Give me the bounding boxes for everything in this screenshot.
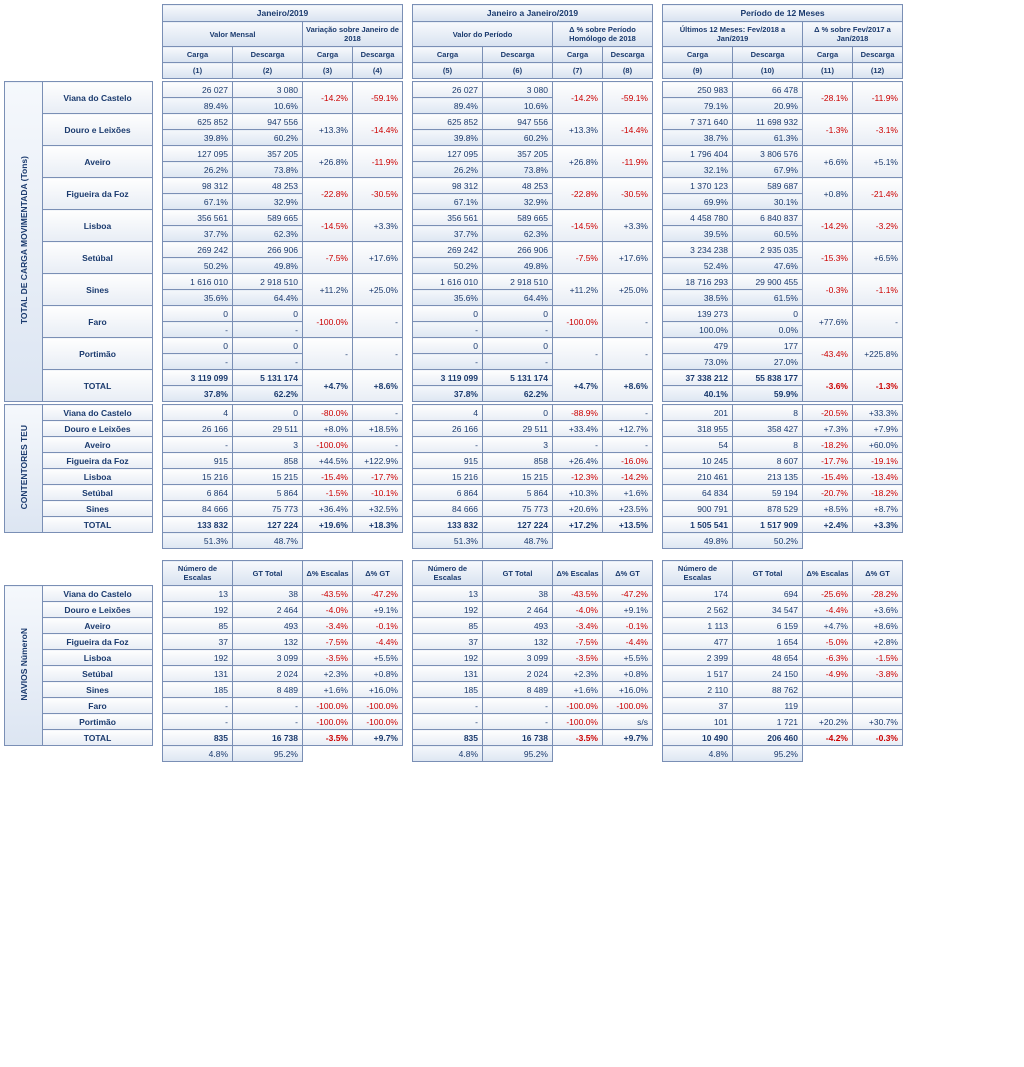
header-row-3: CargaDescargaCargaDescargaCargaDescargaC… xyxy=(5,47,903,63)
teu-row-3: Figueira da Foz915858+44.5%+122.9%915858… xyxy=(5,453,903,469)
teu-row-7: TOTAL133 832127 224+19.6%+18.3%133 83212… xyxy=(5,517,903,533)
port-label: Douro e Leixões xyxy=(43,114,153,146)
cargo-row-6: Sines1 616 0102 918 510+11.2%+25.0%1 616… xyxy=(5,274,903,290)
port-label: Setúbal xyxy=(43,666,153,682)
navios-row-0: NAVIOS NúmeroNViana do Castelo1338-43.5%… xyxy=(5,586,903,602)
port-label: Aveiro xyxy=(43,437,153,453)
port-label: Viana do Castelo xyxy=(43,586,153,602)
navios-row-9: TOTAL83516 738-3.5%+9.7%83516 738-3.5%+9… xyxy=(5,730,903,746)
teu-row-6: Sines84 66675 773+36.4%+32.5%84 66675 77… xyxy=(5,501,903,517)
section-cargo: TOTAL DE CARGA MOVIMENTADA (Tons) xyxy=(5,82,43,402)
port-label: Douro e Leixões xyxy=(43,421,153,437)
teu-row-1: Douro e Leixões26 16629 511+8.0%+18.5%26… xyxy=(5,421,903,437)
port-label: Setúbal xyxy=(43,242,153,274)
report-wrapper: Janeiro/2019 Janeiro a Janeiro/2019 Períod… xyxy=(0,0,1024,766)
port-label: Sines xyxy=(43,682,153,698)
navios-row-7: Faro---100.0%-100.0%---100.0%-100.0%3711… xyxy=(5,698,903,714)
port-label: Figueira da Foz xyxy=(43,453,153,469)
header-row-2: Valor MensalVariação sobre Janeiro de 20… xyxy=(5,22,903,47)
port-label: Setúbal xyxy=(43,485,153,501)
header-row-1: Janeiro/2019 Janeiro a Janeiro/2019 Períod… xyxy=(5,5,903,22)
port-label: Faro xyxy=(43,306,153,338)
navios-header: Número de EscalasGT TotalΔ% EscalasΔ% GT… xyxy=(5,561,903,586)
teu-pct: 51.3%48.7%51.3%48.7%49.8%50.2% xyxy=(5,533,903,549)
teu-row-4: Lisboa15 21615 215-15.4%-17.7%15 21615 2… xyxy=(5,469,903,485)
navios-row-2: Aveiro85493-3.4%-0.1%85493-3.4%-0.1%1 11… xyxy=(5,618,903,634)
navios-pct: 4.8%95.2%4.8%95.2%4.8%95.2% xyxy=(5,746,903,762)
cargo-row-8: Portimão00--00--479177-43.4%+225.8% xyxy=(5,338,903,354)
cargo-row-4: Lisboa356 561589 665-14.5%+3.3%356 56158… xyxy=(5,210,903,226)
port-label: Portimão xyxy=(43,714,153,730)
teu-row-5: Setúbal6 8645 864-1.5%-10.1%6 8645 864+1… xyxy=(5,485,903,501)
teu-row-2: Aveiro-3-100.0%--3--548-18.2%+60.0% xyxy=(5,437,903,453)
navios-row-6: Sines1858 489+1.6%+16.0%1858 489+1.6%+16… xyxy=(5,682,903,698)
port-label: Figueira da Foz xyxy=(43,634,153,650)
port-label: Viana do Castelo xyxy=(43,405,153,421)
navios-row-5: Setúbal1312 024+2.3%+0.8%1312 024+2.3%+0… xyxy=(5,666,903,682)
section-teu: CONTENTORES TEU xyxy=(5,405,43,533)
port-label: Aveiro xyxy=(43,146,153,178)
hdr-g3: Período de 12 Meses xyxy=(663,5,903,22)
port-label: Sines xyxy=(43,501,153,517)
header-row-4: (1)(2)(3)(4)(5)(6)(7)(8)(9)(10)(11)(12) xyxy=(5,63,903,79)
port-label: Faro xyxy=(43,698,153,714)
port-label: TOTAL xyxy=(43,517,153,533)
cargo-row-1: Douro e Leixões625 852947 556+13.3%-14.4… xyxy=(5,114,903,130)
cargo-row-2: Aveiro127 095357 205+26.8%-11.9%127 0953… xyxy=(5,146,903,162)
navios-row-8: Portimão---100.0%-100.0%---100.0%s/s1011… xyxy=(5,714,903,730)
port-label: TOTAL xyxy=(43,730,153,746)
port-label: Aveiro xyxy=(43,618,153,634)
teu-row-0: CONTENTORES TEUViana do Castelo40-80.0%-… xyxy=(5,405,903,421)
main-table: Janeiro/2019 Janeiro a Janeiro/2019 Períod… xyxy=(4,4,903,762)
port-label: Lisboa xyxy=(43,469,153,485)
navios-row-4: Lisboa1923 099-3.5%+5.5%1923 099-3.5%+5.… xyxy=(5,650,903,666)
hdr-g2: Janeiro a Janeiro/2019 xyxy=(413,5,653,22)
cargo-row-0: TOTAL DE CARGA MOVIMENTADA (Tons)Viana d… xyxy=(5,82,903,98)
navios-row-3: Figueira da Foz37132-7.5%-4.4%37132-7.5%… xyxy=(5,634,903,650)
port-label: Douro e Leixões xyxy=(43,602,153,618)
navios-row-1: Douro e Leixões1922 464-4.0%+9.1%1922 46… xyxy=(5,602,903,618)
port-label: TOTAL xyxy=(43,370,153,402)
port-label: Lisboa xyxy=(43,650,153,666)
cargo-row-7: Faro00-100.0%-00-100.0%-139 2730+77.6%- xyxy=(5,306,903,322)
port-label: Sines xyxy=(43,274,153,306)
port-label: Portimão xyxy=(43,338,153,370)
port-label: Figueira da Foz xyxy=(43,178,153,210)
port-label: Viana do Castelo xyxy=(43,82,153,114)
cargo-row-9: TOTAL3 119 0995 131 174+4.7%+8.6%3 119 0… xyxy=(5,370,903,386)
hdr-g1: Janeiro/2019 xyxy=(163,5,403,22)
cargo-row-5: Setúbal269 242266 906-7.5%+17.6%269 2422… xyxy=(5,242,903,258)
port-label: Lisboa xyxy=(43,210,153,242)
cargo-row-3: Figueira da Foz98 31248 253-22.8%-30.5%9… xyxy=(5,178,903,194)
section-navios: NAVIOS NúmeroN xyxy=(5,586,43,746)
